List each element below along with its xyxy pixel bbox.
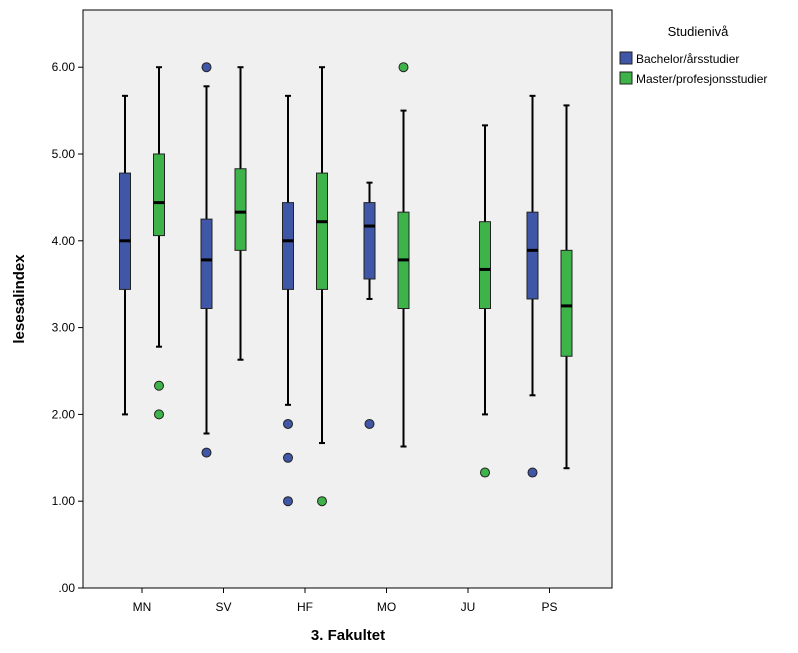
- outlier-point: [364, 418, 375, 429]
- legend-swatch: [619, 51, 633, 65]
- x-tick-label: SV: [215, 600, 231, 614]
- box-HF-master: [316, 66, 328, 507]
- iqr-box: [153, 153, 165, 237]
- legend-swatch: [619, 71, 633, 85]
- iqr-box: [316, 172, 328, 290]
- iqr-box: [119, 172, 131, 290]
- y-axis: .00 1.00 2.00 3.00 4.00 5.00 6.00: [52, 60, 83, 595]
- x-tick-label: JU: [461, 600, 476, 614]
- x-tick-label: HF: [297, 600, 313, 614]
- iqr-box: [560, 249, 573, 357]
- x-tick-label: MO: [377, 600, 396, 614]
- outlier-point: [283, 452, 293, 463]
- iqr-box: [526, 211, 539, 300]
- legend-label: Master/profesjonsstudier: [636, 72, 767, 86]
- x-tick-label: MN: [133, 600, 152, 614]
- iqr-box: [282, 202, 294, 290]
- legend-label: Bachelor/årsstudier: [636, 52, 739, 66]
- legend: Studienivå Bachelor/årsstudier Master/pro…: [619, 24, 767, 86]
- box-PS-master: [560, 104, 573, 470]
- outlier-point: [201, 62, 212, 73]
- outlier-point: [398, 62, 409, 73]
- x-tick-label: PS: [541, 600, 557, 614]
- x-axis: MN SV HF MO JU PS: [133, 588, 558, 614]
- iqr-box: [479, 221, 491, 310]
- plot-area: [82, 9, 613, 589]
- y-tick-label: 6.00: [52, 60, 76, 74]
- outlier-point: [480, 467, 490, 478]
- y-axis-title: lesesalindex: [11, 254, 28, 344]
- y-tick-label: 4.00: [52, 234, 76, 248]
- box-HF-bachelor: [282, 94, 294, 507]
- iqr-box: [234, 168, 247, 251]
- box-PS-bachelor: [526, 94, 539, 478]
- y-tick-label: 2.00: [52, 407, 76, 421]
- iqr-box: [200, 218, 213, 310]
- legend-title: Studienivå: [668, 24, 729, 39]
- outlier-point: [317, 496, 327, 507]
- outlier-point: [283, 496, 293, 507]
- box-MN-master: [153, 66, 165, 420]
- box-SV-master: [234, 66, 247, 361]
- box-MO-bachelor: [363, 181, 376, 429]
- y-tick-label: 5.00: [52, 147, 76, 161]
- outlier-point: [154, 380, 164, 391]
- y-tick-label: .00: [58, 581, 75, 595]
- box-series: [119, 62, 573, 507]
- outlier-point: [527, 467, 538, 478]
- box-SV-bachelor: [200, 62, 213, 458]
- y-tick-label: 1.00: [52, 494, 76, 508]
- x-axis-title: 3. Fakultet: [311, 627, 385, 644]
- outlier-point: [283, 418, 293, 429]
- box-MO-master: [397, 62, 410, 448]
- y-tick-label: 3.00: [52, 321, 76, 335]
- box-JU-master: [479, 124, 491, 478]
- outlier-point: [201, 447, 212, 458]
- iqr-box: [363, 202, 376, 280]
- outlier-point: [154, 409, 164, 420]
- box-MN-bachelor: [119, 94, 131, 416]
